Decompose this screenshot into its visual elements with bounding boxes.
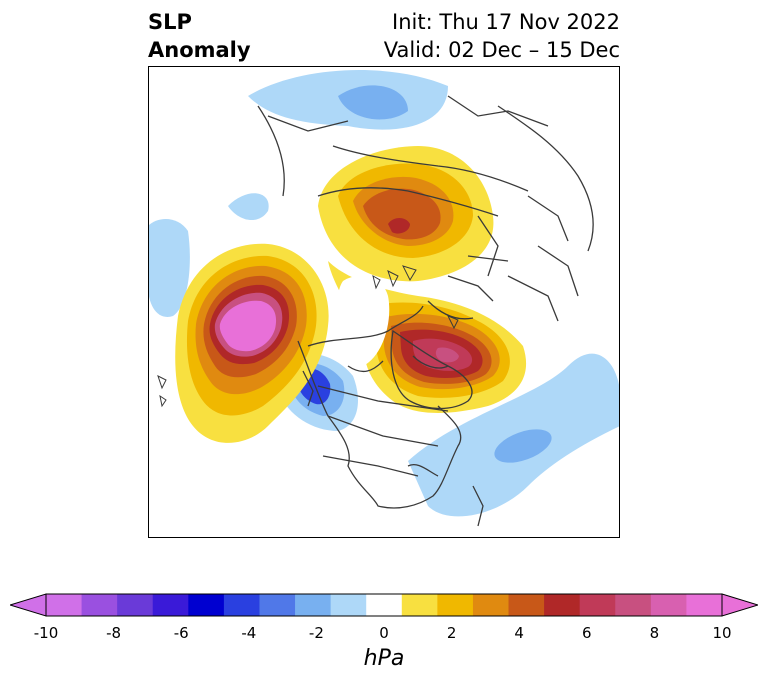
- colorbar-segment: [295, 594, 332, 616]
- colorbar-segment: [686, 594, 723, 616]
- colorbar-segment: [46, 594, 83, 616]
- colorbar-tick-label: 6: [582, 624, 592, 642]
- colorbar-segment: [366, 594, 403, 616]
- date-info: Init: Thu 17 Nov 2022 Valid: 02 Dec – 15…: [384, 8, 620, 64]
- colorbar-segment: [81, 594, 118, 616]
- coastlines: [257, 95, 594, 527]
- colorbar-segment: [223, 594, 260, 616]
- colorbar-segment: [615, 594, 652, 616]
- valid-range: Valid: 02 Dec – 15 Dec: [383, 38, 620, 62]
- colorbar-tick-label: -4: [241, 624, 257, 642]
- islands: [157, 265, 459, 408]
- colorbar-tick-label: 0: [379, 624, 389, 642]
- colorbar-tick-label: -10: [33, 624, 59, 642]
- title-line-1: SLP: [148, 10, 192, 34]
- colorbar-segment: [330, 594, 367, 616]
- negative-anomaly-arctic-north: [248, 69, 448, 130]
- colorbar: [8, 588, 760, 624]
- colorbar-tick-label: 4: [514, 624, 524, 642]
- colorbar-extend-low: [8, 593, 47, 617]
- colorbar-tick-label: -6: [173, 624, 189, 642]
- init-date: Init: Thu 17 Nov 2022: [392, 10, 620, 34]
- colorbar-units-label: hPa: [363, 646, 405, 671]
- positive-anomaly-gulf-of-alaska: [175, 243, 329, 443]
- positive-anomaly-siberia: [318, 146, 494, 282]
- colorbar-segment: [117, 594, 154, 616]
- colorbar-segment: [188, 594, 225, 616]
- title-line-2: Anomaly: [148, 38, 251, 62]
- colorbar-segment: [152, 594, 189, 616]
- colorbar-segment: [544, 594, 581, 616]
- colorbar-segment: [259, 594, 296, 616]
- colorbar-tick-label: -2: [308, 624, 324, 642]
- negative-anomaly-pacific-west: [148, 193, 269, 317]
- negative-anomaly-north-atlantic: [408, 353, 620, 517]
- colorbar-segment: [437, 594, 474, 616]
- colorbar-segment: [401, 594, 438, 616]
- colorbar-segment: [472, 594, 510, 616]
- colorbar-tick-label: 2: [446, 624, 457, 642]
- colorbar-tick-label: 10: [712, 624, 732, 642]
- colorbar-segment: [508, 594, 545, 616]
- slp-anomaly-map: [148, 66, 620, 538]
- colorbar-extend-high: [721, 593, 760, 617]
- colorbar-tick-label: -8: [106, 624, 122, 642]
- map-title: SLP Anomaly: [148, 8, 251, 64]
- colorbar-segment: [579, 594, 616, 616]
- colorbar-tick-label: 8: [649, 624, 660, 642]
- colorbar-segment: [650, 594, 687, 616]
